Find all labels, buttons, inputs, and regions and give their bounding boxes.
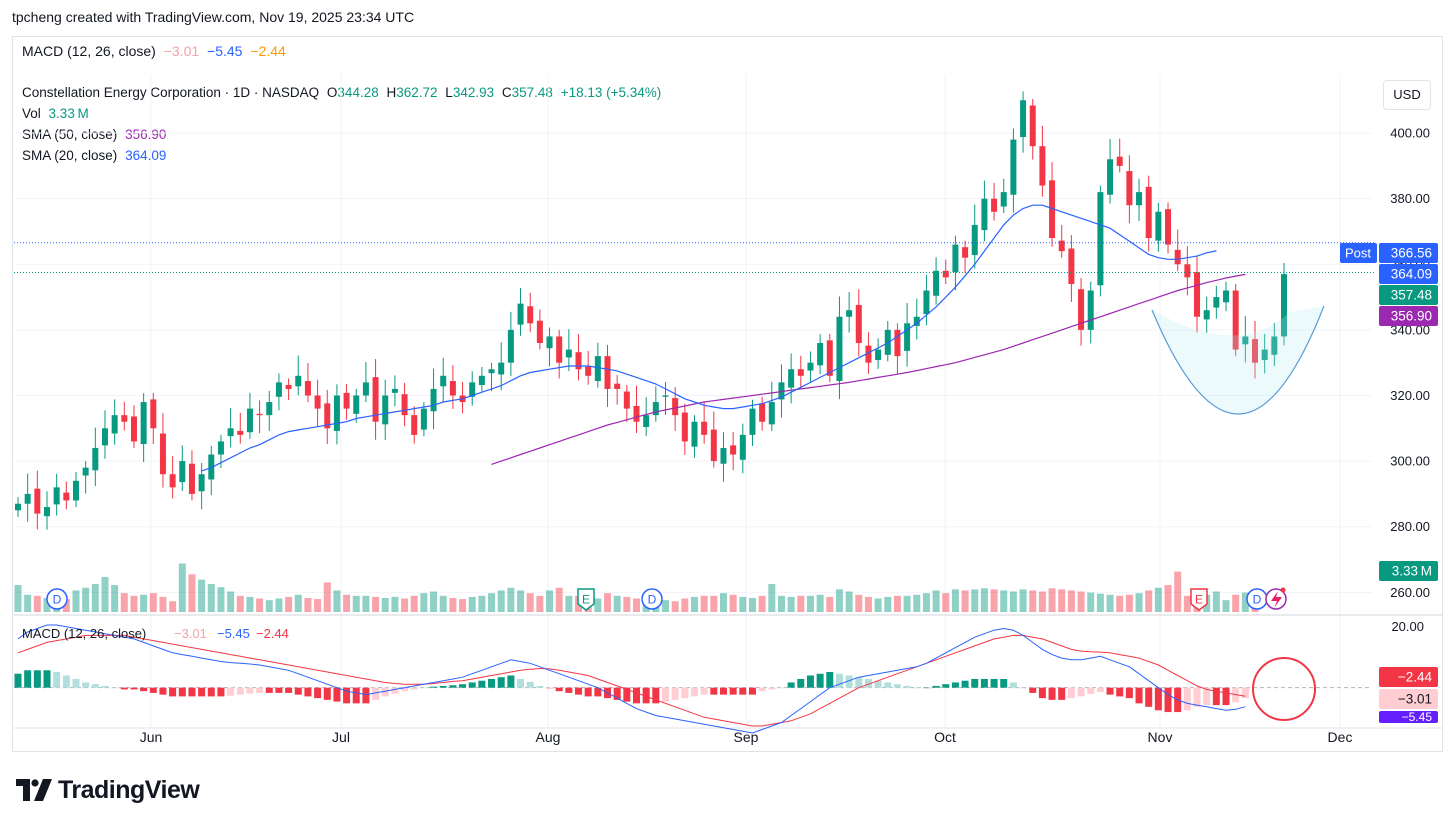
change-value: +18.13 (+5.34%) — [560, 85, 662, 100]
sma20-value: 364.09 — [125, 148, 167, 163]
high-value: 362.72 — [396, 85, 438, 100]
symbol-title: Constellation Energy Corporation · 1D · … — [22, 85, 320, 100]
macd-top-label: MACD (12, 26, close) — [22, 43, 156, 59]
tradingview-logo-text: TradingView — [58, 775, 200, 804]
chart-frame[interactable] — [12, 36, 1443, 752]
macd-top-macd-value: −5.45 — [207, 43, 243, 59]
tradingview-logo[interactable]: TradingView — [16, 775, 200, 804]
macd-top-hist-value: −3.01 — [163, 43, 200, 59]
sma50-value: 356.90 — [125, 127, 167, 142]
macd-top-signal-value: −2.44 — [250, 43, 286, 59]
open-value: 344.28 — [337, 85, 379, 100]
macd-top-legend: MACD (12, 26, close) −3.01 −5.45 −2.44 — [22, 43, 286, 59]
currency-button[interactable]: USD — [1383, 80, 1431, 110]
tradingview-logo-icon — [16, 779, 52, 801]
volume-legend[interactable]: Vol 3.33 M — [22, 106, 89, 121]
low-value: 342.93 — [452, 85, 495, 100]
volume-value: 3.33 M — [48, 106, 89, 121]
sma50-legend[interactable]: SMA (50, close) 356.90 — [22, 127, 167, 142]
sma20-legend[interactable]: SMA (20, close) 364.09 — [22, 148, 167, 163]
symbol-legend[interactable]: Constellation Energy Corporation · 1D · … — [22, 85, 662, 100]
creator-credit: tpcheng created with TradingView.com, No… — [12, 9, 415, 25]
close-value: 357.48 — [511, 85, 553, 100]
